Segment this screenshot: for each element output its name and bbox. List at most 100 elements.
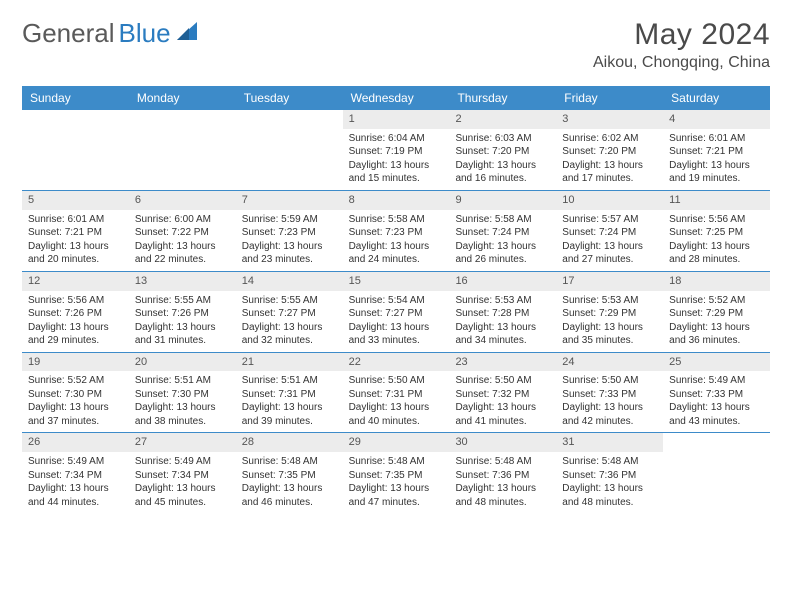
- day-detail-line: and 36 minutes.: [669, 334, 764, 348]
- dow-header-cell: Monday: [129, 86, 236, 110]
- day-number: 16: [449, 272, 556, 291]
- day-cell: 6Sunrise: 6:00 AMSunset: 7:22 PMDaylight…: [129, 191, 236, 271]
- day-body: Sunrise: 5:53 AMSunset: 7:28 PMDaylight:…: [449, 291, 556, 352]
- day-body: Sunrise: 5:59 AMSunset: 7:23 PMDaylight:…: [236, 210, 343, 271]
- day-detail-line: Sunset: 7:35 PM: [242, 469, 337, 483]
- day-body: Sunrise: 6:00 AMSunset: 7:22 PMDaylight:…: [129, 210, 236, 271]
- day-detail-line: Sunrise: 5:58 AM: [349, 213, 444, 227]
- calendar: SundayMondayTuesdayWednesdayThursdayFrid…: [22, 86, 770, 513]
- day-detail-line: Sunrise: 5:51 AM: [242, 374, 337, 388]
- day-detail-line: and 43 minutes.: [669, 415, 764, 429]
- day-cell: 8Sunrise: 5:58 AMSunset: 7:23 PMDaylight…: [343, 191, 450, 271]
- day-detail-line: Sunset: 7:33 PM: [562, 388, 657, 402]
- day-cell: 12Sunrise: 5:56 AMSunset: 7:26 PMDayligh…: [22, 272, 129, 352]
- day-detail-line: Sunrise: 6:04 AM: [349, 132, 444, 146]
- day-detail-line: Daylight: 13 hours: [455, 482, 550, 496]
- day-body: Sunrise: 5:49 AMSunset: 7:34 PMDaylight:…: [129, 452, 236, 513]
- day-detail-line: Daylight: 13 hours: [28, 321, 123, 335]
- day-detail-line: and 17 minutes.: [562, 172, 657, 186]
- day-cell: 13Sunrise: 5:55 AMSunset: 7:26 PMDayligh…: [129, 272, 236, 352]
- day-detail-line: Daylight: 13 hours: [455, 240, 550, 254]
- day-detail-line: Daylight: 13 hours: [562, 159, 657, 173]
- day-detail-line: Daylight: 13 hours: [135, 321, 230, 335]
- sail-icon: [175, 20, 199, 47]
- day-number: 26: [22, 433, 129, 452]
- day-body: Sunrise: 5:58 AMSunset: 7:23 PMDaylight:…: [343, 210, 450, 271]
- day-detail-line: Sunrise: 5:48 AM: [242, 455, 337, 469]
- day-number: 18: [663, 272, 770, 291]
- day-detail-line: Daylight: 13 hours: [455, 321, 550, 335]
- day-number: 14: [236, 272, 343, 291]
- day-detail-line: and 48 minutes.: [455, 496, 550, 510]
- day-detail-line: and 33 minutes.: [349, 334, 444, 348]
- day-detail-line: and 44 minutes.: [28, 496, 123, 510]
- day-cell: 23Sunrise: 5:50 AMSunset: 7:32 PMDayligh…: [449, 353, 556, 433]
- day-number: 4: [663, 110, 770, 129]
- day-detail-line: Daylight: 13 hours: [455, 401, 550, 415]
- day-detail-line: and 23 minutes.: [242, 253, 337, 267]
- day-detail-line: Sunset: 7:26 PM: [135, 307, 230, 321]
- day-number: 13: [129, 272, 236, 291]
- week-row: 19Sunrise: 5:52 AMSunset: 7:30 PMDayligh…: [22, 352, 770, 433]
- day-detail-line: and 39 minutes.: [242, 415, 337, 429]
- dow-header-cell: Saturday: [663, 86, 770, 110]
- day-detail-line: Sunset: 7:35 PM: [349, 469, 444, 483]
- day-detail-line: Sunset: 7:27 PM: [242, 307, 337, 321]
- day-detail-line: and 20 minutes.: [28, 253, 123, 267]
- day-number: 30: [449, 433, 556, 452]
- day-body: Sunrise: 5:52 AMSunset: 7:30 PMDaylight:…: [22, 371, 129, 432]
- day-detail-line: Daylight: 13 hours: [669, 240, 764, 254]
- day-detail-line: Sunrise: 5:59 AM: [242, 213, 337, 227]
- day-detail-line: Sunset: 7:23 PM: [242, 226, 337, 240]
- day-detail-line: Daylight: 13 hours: [669, 159, 764, 173]
- day-detail-line: Sunrise: 5:51 AM: [135, 374, 230, 388]
- day-detail-line: Sunrise: 5:50 AM: [455, 374, 550, 388]
- week-row: 5Sunrise: 6:01 AMSunset: 7:21 PMDaylight…: [22, 190, 770, 271]
- day-cell: [129, 110, 236, 190]
- dow-header-row: SundayMondayTuesdayWednesdayThursdayFrid…: [22, 86, 770, 110]
- dow-header-cell: Tuesday: [236, 86, 343, 110]
- day-number: 10: [556, 191, 663, 210]
- day-body: [129, 129, 236, 136]
- day-number: 31: [556, 433, 663, 452]
- day-number: 21: [236, 353, 343, 372]
- day-number: 20: [129, 353, 236, 372]
- day-cell: 18Sunrise: 5:52 AMSunset: 7:29 PMDayligh…: [663, 272, 770, 352]
- day-number: 3: [556, 110, 663, 129]
- day-number: 27: [129, 433, 236, 452]
- day-number: 6: [129, 191, 236, 210]
- day-detail-line: Sunrise: 5:53 AM: [455, 294, 550, 308]
- day-detail-line: Sunset: 7:20 PM: [562, 145, 657, 159]
- day-detail-line: Sunrise: 5:48 AM: [349, 455, 444, 469]
- day-detail-line: Daylight: 13 hours: [669, 321, 764, 335]
- day-detail-line: Sunrise: 5:53 AM: [562, 294, 657, 308]
- day-cell: 22Sunrise: 5:50 AMSunset: 7:31 PMDayligh…: [343, 353, 450, 433]
- day-body: Sunrise: 5:54 AMSunset: 7:27 PMDaylight:…: [343, 291, 450, 352]
- day-cell: 19Sunrise: 5:52 AMSunset: 7:30 PMDayligh…: [22, 353, 129, 433]
- day-cell: 30Sunrise: 5:48 AMSunset: 7:36 PMDayligh…: [449, 433, 556, 513]
- day-detail-line: Sunrise: 6:01 AM: [28, 213, 123, 227]
- month-title: May 2024: [593, 18, 770, 52]
- day-detail-line: Sunset: 7:25 PM: [669, 226, 764, 240]
- title-block: May 2024 Aikou, Chongqing, China: [593, 18, 770, 72]
- day-cell: 17Sunrise: 5:53 AMSunset: 7:29 PMDayligh…: [556, 272, 663, 352]
- day-detail-line: Sunrise: 5:52 AM: [669, 294, 764, 308]
- day-detail-line: Sunrise: 5:58 AM: [455, 213, 550, 227]
- day-detail-line: Sunset: 7:28 PM: [455, 307, 550, 321]
- day-cell: 31Sunrise: 5:48 AMSunset: 7:36 PMDayligh…: [556, 433, 663, 513]
- day-detail-line: Daylight: 13 hours: [242, 240, 337, 254]
- brand-name-a: General: [22, 18, 115, 49]
- day-detail-line: and 47 minutes.: [349, 496, 444, 510]
- day-detail-line: Sunset: 7:24 PM: [562, 226, 657, 240]
- day-number: 9: [449, 191, 556, 210]
- day-cell: [663, 433, 770, 513]
- day-number: 23: [449, 353, 556, 372]
- day-detail-line: Daylight: 13 hours: [242, 401, 337, 415]
- week-row: 1Sunrise: 6:04 AMSunset: 7:19 PMDaylight…: [22, 110, 770, 190]
- day-detail-line: Sunset: 7:27 PM: [349, 307, 444, 321]
- brand-name-b: Blue: [119, 18, 171, 49]
- day-number: 5: [22, 191, 129, 210]
- day-detail-line: Sunrise: 5:49 AM: [135, 455, 230, 469]
- day-detail-line: Daylight: 13 hours: [28, 482, 123, 496]
- day-cell: 15Sunrise: 5:54 AMSunset: 7:27 PMDayligh…: [343, 272, 450, 352]
